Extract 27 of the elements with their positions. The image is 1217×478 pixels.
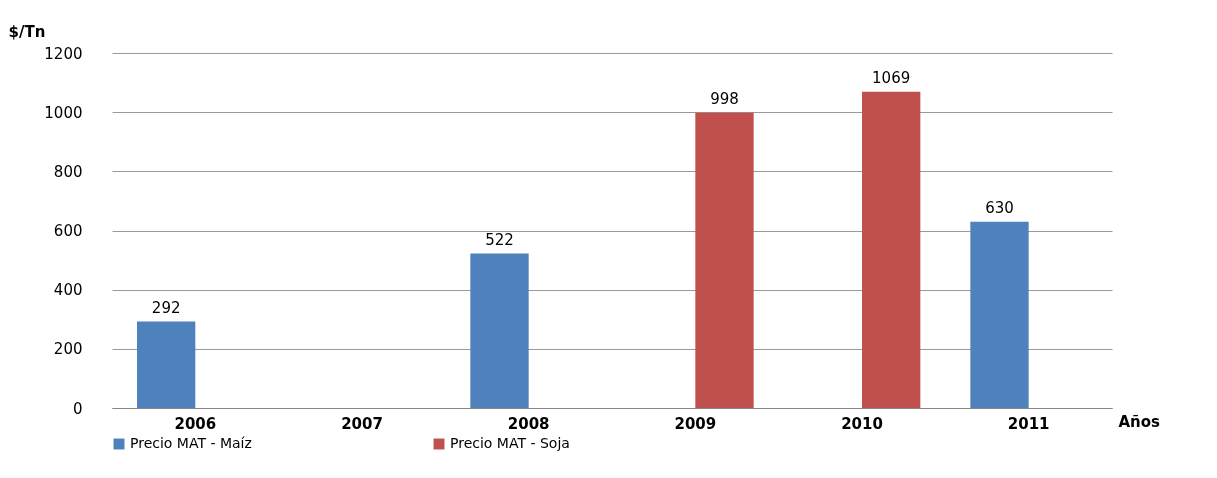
- x-tick-label: 2011: [1007, 414, 1050, 433]
- x-tick-label: 2008: [507, 414, 550, 433]
- data-label: 292: [151, 298, 181, 317]
- data-label: 998: [710, 89, 739, 108]
- bar: [470, 253, 529, 408]
- y-tick-label: 800: [53, 162, 83, 181]
- bar: [970, 221, 1029, 408]
- x-tick-label: 2007: [341, 414, 383, 433]
- y-tick-label: 1000: [44, 103, 83, 122]
- y-tick-label: 600: [53, 222, 83, 240]
- bar: [137, 321, 196, 408]
- y-tick-label: 1200: [44, 44, 83, 63]
- legend-label: Precio MAT - Soja: [450, 435, 570, 451]
- x-tick-label: 2010: [841, 414, 883, 433]
- y-tick-label: 0: [72, 399, 83, 418]
- y-tick-label: 400: [53, 281, 83, 300]
- bar: [695, 112, 754, 408]
- y-tick-label: 200: [53, 340, 83, 359]
- x-tick-label: 2009: [674, 414, 717, 433]
- x-axis-title: Años: [1118, 412, 1161, 431]
- bar: [862, 91, 921, 408]
- x-tick-label: 2006: [174, 414, 217, 433]
- y-axis-title: $/Tn: [8, 22, 46, 41]
- data-label: 630: [985, 198, 1014, 217]
- legend-label: Precio MAT - Maíz: [130, 435, 252, 451]
- data-label: 522: [485, 230, 514, 249]
- data-label: 1069: [872, 68, 911, 87]
